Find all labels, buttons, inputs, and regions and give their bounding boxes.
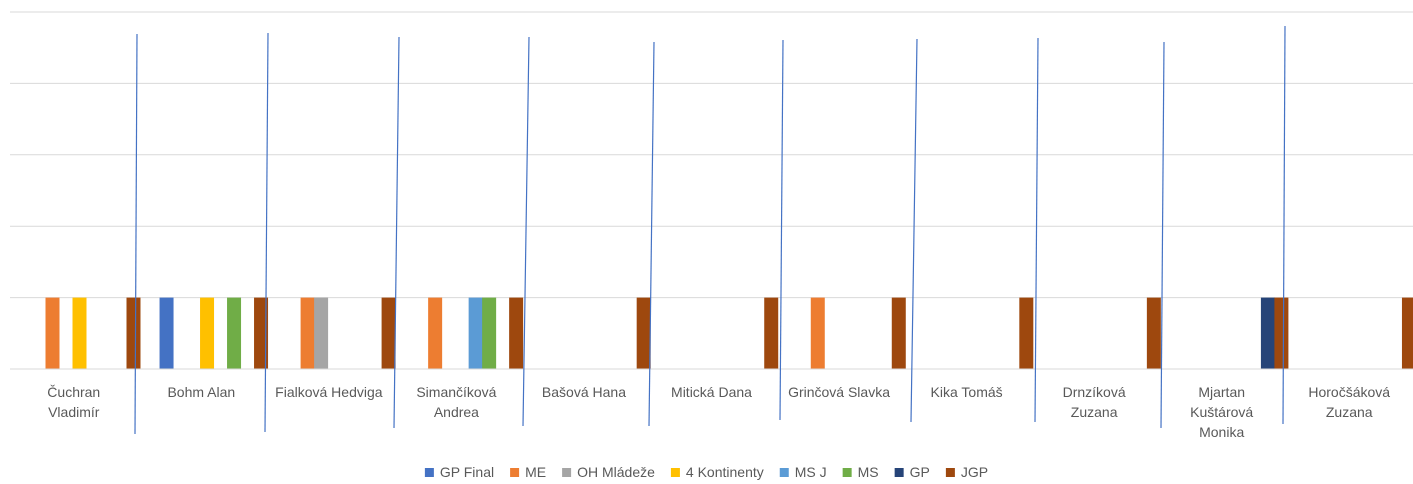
bar xyxy=(45,297,60,369)
category-label: Drnzíková Zuzana xyxy=(1063,384,1126,420)
bar xyxy=(891,297,906,369)
category-label-line: Bohm Alan xyxy=(167,384,235,400)
legend-label: 4 Kontinenty xyxy=(686,464,764,480)
gridlines xyxy=(10,11,1413,299)
bar xyxy=(810,297,825,369)
category-label: Fialková Hedviga xyxy=(275,384,383,400)
bar xyxy=(159,297,174,369)
category-label: Horočšáková Zuzana xyxy=(1308,384,1390,420)
category-label-line: Simančíková xyxy=(416,384,496,400)
category-label-line: Fialková Hedviga xyxy=(275,384,383,400)
category-label: Bohm Alan xyxy=(167,384,235,400)
bar xyxy=(126,297,141,369)
bar xyxy=(1274,297,1289,369)
category-label-line: Bašová Hana xyxy=(542,384,626,400)
separator-line xyxy=(264,32,269,433)
category-label: Mjartan Kuštárová Monika xyxy=(1190,384,1253,440)
category-label: Čuchran Vladimír xyxy=(47,384,100,420)
separator-line xyxy=(393,36,400,429)
separator-line xyxy=(1034,37,1039,423)
legend-label: JGP xyxy=(961,464,988,480)
bar xyxy=(636,297,651,369)
category-labels: Čuchran Vladimír Bohm Alan Fialková Hedviga… xyxy=(47,384,1390,440)
category-label-line: Monika xyxy=(1199,424,1244,440)
legend-swatch xyxy=(562,468,572,477)
legend-label: GP Final xyxy=(440,464,494,480)
legend-label: ME xyxy=(525,464,546,480)
category-label-line: Vladimír xyxy=(48,404,100,420)
bar xyxy=(428,297,443,369)
legend-item[interactable]: MS J xyxy=(779,464,827,480)
category-label-line: Grinčová Slavka xyxy=(788,384,890,400)
legend-label: OH Mládeže xyxy=(577,464,655,480)
category-label-line: Mitická Dana xyxy=(671,384,752,400)
legend-swatch xyxy=(779,468,789,477)
category-label-line: Čuchran xyxy=(47,384,100,400)
category-label-line: Horočšáková xyxy=(1308,384,1390,400)
bar xyxy=(509,297,524,369)
legend-item[interactable]: ME xyxy=(510,464,546,480)
bar xyxy=(72,297,87,369)
category-label: Bašová Hana xyxy=(542,384,626,400)
legend-swatch xyxy=(424,468,434,477)
legend-swatch xyxy=(842,468,852,477)
separator-line xyxy=(1282,25,1286,425)
category-label: Grinčová Slavka xyxy=(788,384,890,400)
category-label: Kika Tomáš xyxy=(931,384,1003,400)
legend-item[interactable]: JGP xyxy=(945,464,988,480)
legend-item[interactable]: 4 Kontinenty xyxy=(670,464,764,480)
category-label-line: Kika Tomáš xyxy=(931,384,1003,400)
separator-line xyxy=(779,39,784,421)
category-label: Mitická Dana xyxy=(671,384,752,400)
legend-item[interactable]: GP Final xyxy=(424,464,494,480)
separator-line xyxy=(1160,41,1165,429)
legend-swatch xyxy=(670,468,680,477)
bar xyxy=(200,297,215,369)
category-label-line: Zuzana xyxy=(1326,404,1373,420)
category-label-line: Mjartan xyxy=(1198,384,1245,400)
legend-item[interactable]: GP xyxy=(894,464,930,480)
hand-drawn-separators xyxy=(134,25,1286,435)
bar xyxy=(1146,297,1161,369)
legend-label: GP xyxy=(910,464,930,480)
bar xyxy=(314,297,329,369)
category-label-line: Drnzíková xyxy=(1063,384,1126,400)
bar xyxy=(254,297,269,369)
legend-label: MS J xyxy=(795,464,827,480)
separator-line xyxy=(522,36,530,427)
separator-line xyxy=(134,33,138,435)
bar xyxy=(1019,297,1034,369)
bar xyxy=(1260,297,1275,369)
bar xyxy=(482,297,497,369)
legend[interactable]: GP Final ME OH Mládeže 4 Kontinenty MS J MS GP… xyxy=(424,464,988,480)
separator-line xyxy=(910,38,918,423)
bar xyxy=(227,297,242,369)
bars xyxy=(45,297,1413,369)
legend-swatch xyxy=(894,468,904,477)
legend-swatch xyxy=(510,468,520,477)
bar xyxy=(300,297,315,369)
legend-item[interactable]: OH Mládeže xyxy=(562,464,655,480)
bar xyxy=(468,297,483,369)
bar xyxy=(764,297,779,369)
bar xyxy=(1401,297,1413,369)
separator-line xyxy=(648,41,655,427)
category-label-line: Kuštárová xyxy=(1190,404,1253,420)
bar xyxy=(381,297,396,369)
legend-swatch xyxy=(945,468,955,477)
category-label-line: Zuzana xyxy=(1071,404,1118,420)
legend-item[interactable]: MS xyxy=(842,464,879,480)
legend-label: MS xyxy=(858,464,879,480)
category-label-line: Andrea xyxy=(434,404,479,420)
category-label: Simančíková Andrea xyxy=(416,384,496,420)
